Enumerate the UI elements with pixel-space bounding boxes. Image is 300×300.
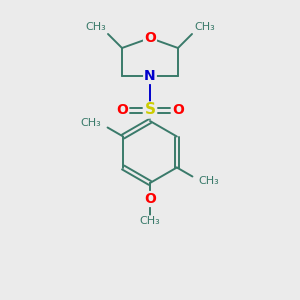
Text: S: S (145, 103, 155, 118)
Text: CH₃: CH₃ (140, 216, 160, 226)
Text: O: O (144, 192, 156, 206)
Text: O: O (172, 103, 184, 117)
Text: CH₃: CH₃ (81, 118, 102, 128)
Text: CH₃: CH₃ (198, 176, 219, 185)
Text: N: N (144, 69, 156, 83)
Text: CH₃: CH₃ (194, 22, 215, 32)
Text: O: O (116, 103, 128, 117)
Text: O: O (144, 31, 156, 45)
Text: CH₃: CH₃ (85, 22, 106, 32)
